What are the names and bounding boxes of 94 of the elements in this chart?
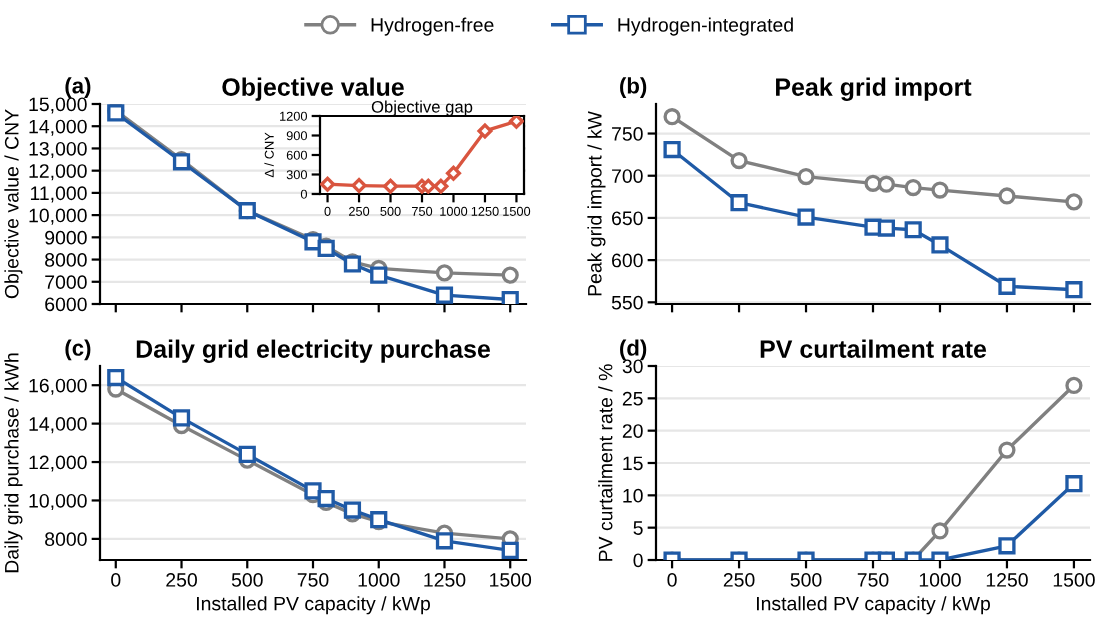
y-tick-label: 5: [633, 521, 643, 535]
x-tick-label: 0: [111, 573, 121, 587]
point: [877, 219, 896, 237]
x-axis-title: Installed PV capacity / kWp: [757, 596, 990, 615]
y-axis-title: PV curtailment rate / %: [598, 364, 613, 561]
y-tick-label: 10,000: [29, 493, 87, 510]
text: (b): [620, 77, 647, 98]
point: [501, 541, 519, 560]
y-tick-label: 550: [611, 295, 643, 310]
point: [320, 176, 336, 192]
y-tick-label: 8000: [45, 532, 87, 547]
x-tick-label: 1500: [490, 573, 532, 587]
x-tick-label: 1000: [919, 573, 961, 587]
y-tick-label: 14,000: [29, 417, 87, 434]
y-tick-label: 7000: [45, 275, 87, 290]
y-tick-label: 700: [612, 169, 643, 183]
y-tick-label: 12,000: [29, 455, 87, 472]
x-tick-label: 1500: [1053, 573, 1095, 587]
point: [445, 165, 462, 181]
point: [433, 178, 449, 194]
point: [501, 290, 519, 304]
y-tick-label: 600: [612, 253, 643, 268]
y-tick-label: 30: [622, 359, 643, 374]
y-tick-label: 16,000: [29, 378, 87, 395]
point: [1065, 281, 1083, 299]
y-tick-label: 15,000: [29, 97, 87, 114]
point: [238, 445, 256, 463]
point: [107, 368, 125, 387]
x-tick-label: 500: [790, 573, 822, 587]
y-tick-label: 14,000: [29, 119, 87, 136]
point: [904, 221, 922, 239]
chart-title: Daily grid electricity purchase: [136, 339, 491, 363]
point: [998, 187, 1016, 205]
y-tick-label: 25: [622, 391, 643, 406]
point: [501, 266, 519, 284]
y-axis-title: Daily grid purchase / kWh: [4, 353, 23, 573]
x-tick-label: 1000: [358, 573, 400, 587]
point: [435, 532, 454, 550]
point: [663, 140, 681, 159]
y-tick-label: 6000: [45, 297, 87, 312]
point: [172, 409, 191, 427]
point: [663, 108, 681, 126]
point: [904, 178, 922, 197]
y-tick-label: 11,000: [30, 186, 87, 203]
y-axis-title: Peak grid import / kW: [587, 111, 606, 296]
point: [730, 194, 748, 212]
text: (a): [65, 77, 91, 98]
point: [351, 177, 367, 194]
x-tick-label: 250: [723, 573, 755, 587]
point: [797, 208, 815, 226]
legend-label: Hydrogen-free: [371, 17, 494, 36]
legend-label: Hydrogen-integrated: [618, 17, 793, 36]
x-axis-title: Installed PV capacity / kWp: [197, 596, 430, 615]
point: [382, 178, 399, 194]
point: [797, 167, 815, 186]
point: [931, 181, 949, 199]
x-tick-label: 750: [857, 573, 889, 587]
point: [931, 236, 949, 254]
y-tick-label: 8000: [45, 253, 87, 267]
text: (c): [65, 339, 91, 361]
point: [998, 277, 1016, 295]
y-tick-label: 750: [612, 127, 643, 141]
y-tick-label: 12,000: [29, 164, 87, 181]
x-tick-label: 500: [231, 573, 263, 587]
y-tick-label: 650: [612, 211, 643, 226]
chart-title: Peak grid import: [776, 77, 972, 101]
point: [370, 266, 388, 284]
y-tick-label: 15: [623, 456, 643, 471]
point: [1065, 193, 1083, 211]
y-tick-label: 9000: [45, 230, 87, 245]
point: [1065, 475, 1083, 493]
y-tick-label: 0: [633, 553, 643, 568]
point: [508, 116, 524, 129]
text: (d): [620, 339, 647, 361]
point: [877, 175, 896, 193]
chart-title: Objective value: [222, 77, 404, 101]
x-tick-label: 1250: [986, 573, 1028, 587]
point: [435, 264, 454, 282]
y-tick-label: 13,000: [29, 141, 87, 158]
chart-title: PV curtailment rate: [760, 339, 987, 358]
x-tick-label: 750: [297, 573, 329, 587]
point: [435, 286, 454, 304]
x-tick-label: 1250: [424, 573, 466, 587]
point: [420, 178, 436, 194]
y-tick-label: 20: [622, 424, 643, 438]
y-axis-title: Objective value / CNY: [4, 109, 23, 299]
x-tick-label: 0: [667, 573, 677, 587]
x-tick-label: 250: [166, 573, 197, 587]
y-tick-label: 10,000: [29, 208, 87, 225]
point: [477, 123, 493, 139]
point: [1065, 376, 1083, 395]
y-tick-label: 10: [623, 488, 643, 503]
point: [730, 151, 748, 170]
point: [998, 441, 1016, 459]
